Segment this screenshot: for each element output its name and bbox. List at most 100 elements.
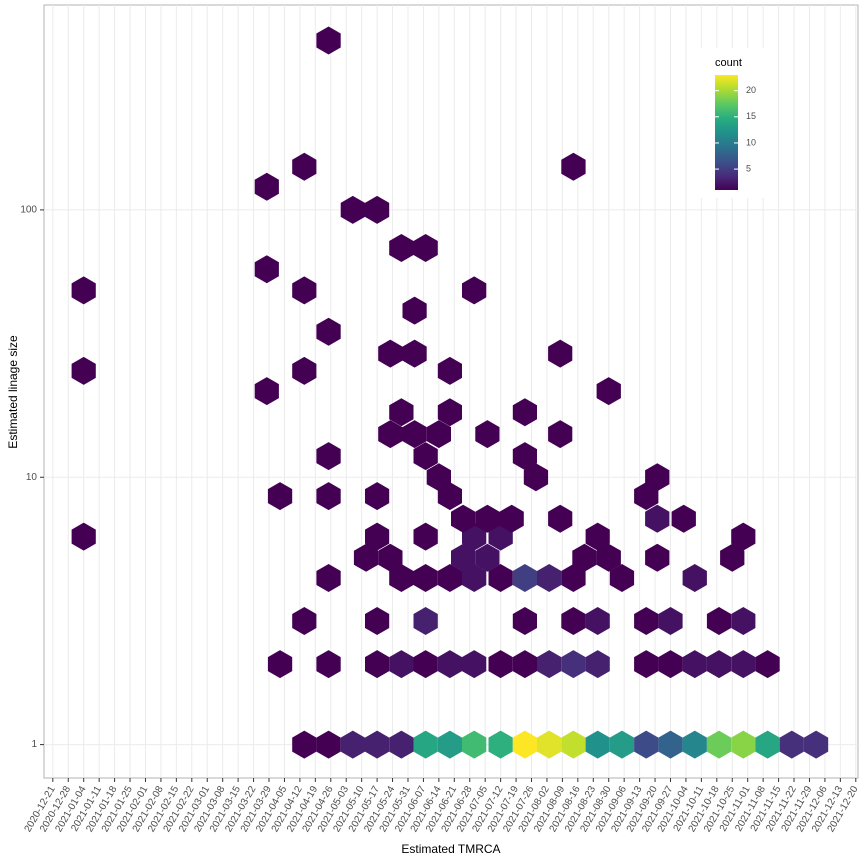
- hex-bin: [437, 564, 462, 592]
- legend-tick-label: 5: [746, 163, 751, 173]
- x-axis-title: Estimated TMRCA: [401, 842, 500, 856]
- y-tick-label: 10: [26, 472, 38, 483]
- hex-bin: [755, 730, 780, 759]
- hex-bin: [340, 730, 365, 759]
- hex-bin: [462, 650, 487, 679]
- hex-bin: [804, 730, 829, 759]
- hex-bin: [561, 730, 586, 759]
- hex-bin: [462, 276, 487, 305]
- hex-bin: [658, 730, 683, 759]
- hex-bin: [451, 543, 476, 572]
- hex-bin: [720, 543, 745, 572]
- colorbar: [715, 75, 738, 190]
- hex-bin: [71, 356, 96, 385]
- hex-bin: [682, 650, 707, 679]
- hex-bin: [572, 543, 597, 572]
- hex-bin: [596, 377, 621, 406]
- hex-bin: [548, 420, 573, 449]
- y-axis-title: Estimated linage size: [6, 335, 20, 449]
- hex-bin: [548, 339, 573, 368]
- hex-bin: [316, 317, 341, 346]
- hex-bin: [437, 650, 462, 679]
- hex-bin: [462, 730, 487, 759]
- hex-bin: [402, 339, 427, 368]
- hex-bin: [634, 482, 659, 511]
- hex-bin: [413, 730, 438, 759]
- hex-bin: [475, 543, 500, 572]
- hex-bin: [365, 607, 390, 635]
- hex-bin: [389, 234, 414, 262]
- hex-bin: [512, 607, 537, 635]
- hex-bin: [316, 564, 341, 592]
- hex-bin: [585, 730, 610, 759]
- hex-bin: [413, 650, 438, 679]
- hex-bin: [512, 442, 537, 471]
- hex-bin: [413, 564, 438, 592]
- hex-bin: [561, 564, 586, 592]
- hex-bin: [71, 276, 96, 305]
- hex-bin: [537, 564, 562, 592]
- hex-bin: [71, 522, 96, 551]
- hex-bin: [634, 730, 659, 759]
- hex-bin: [292, 276, 317, 305]
- hex-bin: [475, 504, 500, 533]
- hex-bin: [561, 607, 586, 635]
- hex-bin: [512, 398, 537, 427]
- hex-bin: [585, 522, 610, 551]
- hex-bin: [378, 420, 403, 449]
- hex-bin: [365, 730, 390, 759]
- hex-bin: [731, 522, 756, 551]
- hex-bin: [365, 195, 390, 224]
- hex-bin: [437, 482, 462, 511]
- hex-bin: [389, 730, 414, 759]
- hex-bin: [389, 564, 414, 592]
- hex-bin: [437, 730, 462, 759]
- hex-bin: [316, 650, 341, 679]
- hex-bin: [254, 377, 279, 406]
- hex-bin: [634, 607, 659, 635]
- hex-bin: [413, 522, 438, 551]
- hex-bin: [585, 607, 610, 635]
- hex-bin: [413, 607, 438, 635]
- hex-bin: [488, 650, 513, 679]
- hex-bin: [426, 463, 451, 492]
- hex-bin: [609, 730, 635, 759]
- hex-bin: [316, 26, 341, 55]
- y-tick-label: 100: [20, 205, 37, 216]
- hex-bin: [340, 195, 365, 224]
- hex-bin: [585, 650, 610, 679]
- hex-bin: [706, 650, 732, 679]
- hex-bin: [254, 172, 279, 201]
- hex-bin: [561, 152, 586, 181]
- hex-bin: [292, 730, 317, 759]
- hex-bin: [488, 564, 513, 592]
- legend-tick-label: 10: [746, 137, 756, 147]
- hex-bin: [779, 730, 804, 759]
- hex-bin: [645, 504, 670, 533]
- hex-bin: [378, 543, 403, 572]
- hex-bin: [682, 730, 707, 759]
- hex-bin: [413, 442, 438, 471]
- hex-bin: [731, 650, 756, 679]
- hex-bin: [267, 650, 293, 679]
- legend-title: count: [715, 57, 742, 69]
- hex-bin: [316, 442, 341, 471]
- hex-bin: [609, 564, 635, 592]
- hex-bin: [523, 463, 549, 492]
- hex-bin: [426, 420, 451, 449]
- hex-bin: [658, 607, 683, 635]
- hex-bin: [437, 356, 462, 385]
- hex-bin: [413, 234, 438, 262]
- hex-bin: [316, 482, 341, 511]
- hex-bin: [512, 730, 537, 759]
- hex-bin: [634, 650, 659, 679]
- hex-bin: [645, 463, 670, 492]
- hex-bin: [537, 730, 562, 759]
- hex-bin: [671, 504, 696, 533]
- hex-bin: [437, 398, 462, 427]
- y-tick-label: 1: [31, 739, 37, 750]
- hex-bin: [706, 607, 732, 635]
- hex-bin: [353, 543, 379, 572]
- hex-bin: [267, 482, 293, 511]
